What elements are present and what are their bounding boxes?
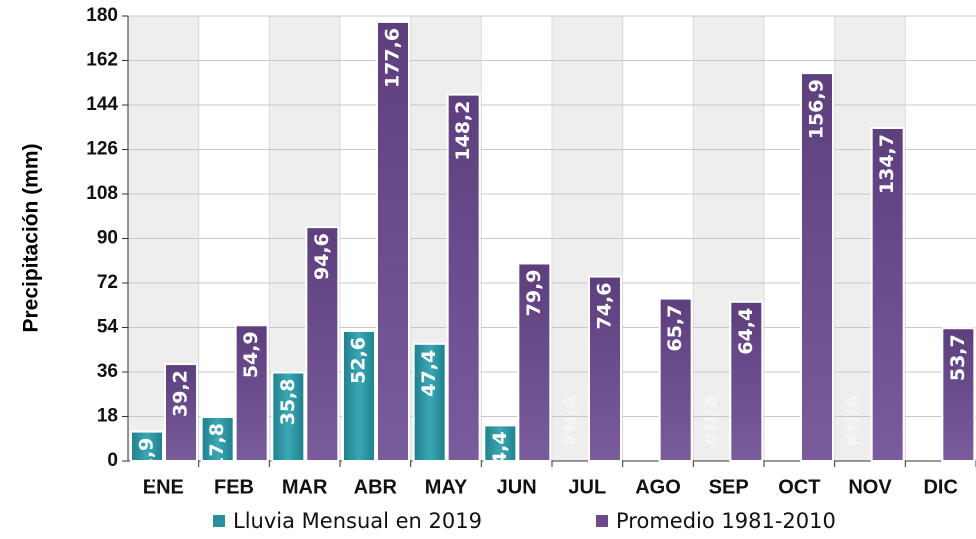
- bar: [446, 93, 481, 462]
- y-tick-label: 0: [107, 450, 118, 471]
- value-label: 14,4: [489, 431, 511, 478]
- value-label: #N/A: [701, 394, 723, 448]
- y-tick-label: 18: [97, 406, 118, 427]
- bar: [517, 262, 552, 462]
- legend-label: Lluvia Mensual en 2019: [233, 509, 482, 533]
- value-label: 11,9: [136, 438, 158, 485]
- bar: [376, 20, 410, 463]
- bar: [164, 363, 198, 463]
- bar: [412, 342, 447, 463]
- legend-swatch: [213, 515, 225, 527]
- y-tick-label: 36: [97, 361, 118, 382]
- value-label: 47,4: [418, 350, 440, 397]
- value-label: 35,8: [277, 378, 299, 425]
- value-label: 52,6: [348, 337, 370, 384]
- x-tick-label: ENE: [143, 476, 184, 498]
- bar: [870, 126, 905, 462]
- value-label: #N/A: [772, 394, 794, 448]
- value-label: #N/A: [630, 394, 652, 448]
- legend-swatch: [596, 515, 608, 527]
- value-label: 17,8: [206, 423, 228, 470]
- x-tick-label: NOV: [848, 476, 892, 498]
- value-label: 54,9: [240, 331, 262, 378]
- value-label: 94,6: [311, 233, 333, 280]
- x-tick-label: MAR: [282, 476, 328, 498]
- x-tick-label: JUN: [497, 476, 537, 498]
- value-label: 177,6: [382, 28, 404, 88]
- value-label: 148,2: [452, 101, 474, 161]
- y-axis-label: Precipitación (mm): [20, 143, 43, 332]
- bar: [234, 324, 269, 462]
- legend-label: Promedio 1981-2010: [616, 509, 836, 533]
- value-label: #N/A: [842, 394, 864, 448]
- value-label: 79,9: [523, 269, 545, 316]
- y-tick-label: 144: [86, 94, 118, 115]
- value-label: 64,4: [735, 308, 757, 355]
- value-label: 74,6: [594, 283, 616, 330]
- bar: [658, 297, 693, 463]
- bar: [271, 371, 306, 462]
- value-label: #N/A: [560, 394, 582, 448]
- bar: [200, 415, 235, 462]
- x-tick-label: AGO: [635, 476, 681, 498]
- x-tick-label: JUL: [568, 476, 606, 498]
- x-tick-label: SEP: [709, 476, 749, 498]
- y-tick-label: 162: [86, 50, 118, 71]
- bar: [800, 72, 834, 462]
- bar: [941, 327, 976, 462]
- y-tick-label: 54: [97, 317, 119, 338]
- value-label: 134,7: [876, 134, 898, 194]
- bar: [588, 275, 622, 463]
- y-tick-label: 90: [97, 228, 118, 249]
- value-label: #N/A: [913, 394, 935, 448]
- value-label: 65,7: [664, 305, 686, 352]
- x-tick-label: ABR: [354, 476, 398, 498]
- y-tick-label: 180: [86, 5, 118, 26]
- x-tick-label: DIC: [923, 476, 957, 498]
- y-tick-label: 72: [97, 272, 118, 293]
- value-label: 156,9: [806, 79, 828, 139]
- value-label: 53,7: [947, 334, 969, 381]
- bar: [729, 300, 764, 462]
- x-tick-label: MAY: [425, 476, 468, 498]
- bar: [305, 226, 340, 462]
- value-label: 39,2: [170, 370, 192, 417]
- y-tick-label: 126: [86, 139, 118, 160]
- y-tick-label: 108: [86, 183, 118, 204]
- bar: [483, 424, 518, 462]
- bar: [342, 329, 376, 463]
- x-tick-label: OCT: [778, 476, 820, 498]
- bar: [130, 430, 164, 463]
- x-tick-label: FEB: [214, 476, 254, 498]
